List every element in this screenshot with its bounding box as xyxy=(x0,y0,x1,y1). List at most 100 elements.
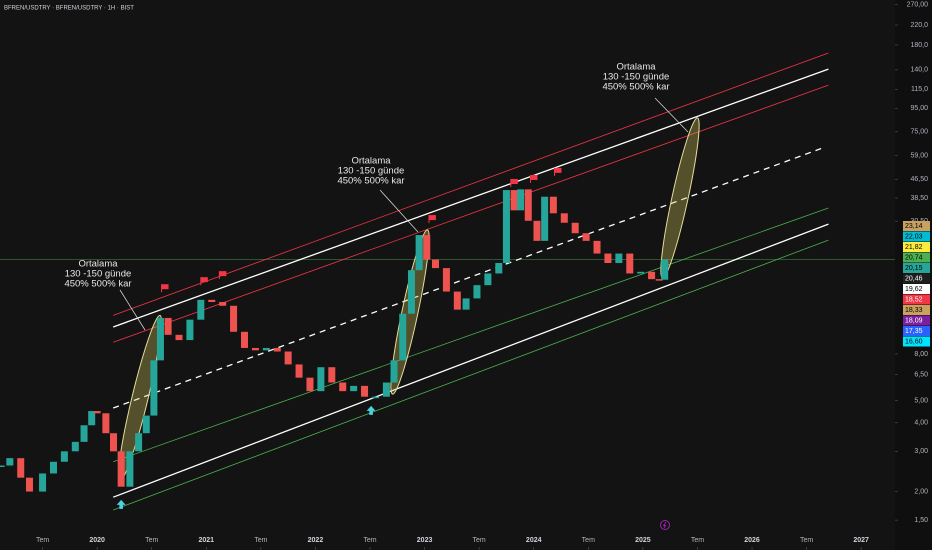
candle xyxy=(150,360,158,416)
y-tick-label: 4,00 xyxy=(914,420,928,427)
price-badge xyxy=(903,273,930,284)
candle xyxy=(431,259,439,269)
annotation: 450% 500% kar xyxy=(602,82,669,93)
channel-line xyxy=(113,239,829,511)
candle xyxy=(262,347,270,351)
candle xyxy=(462,298,470,310)
price-badge xyxy=(903,305,930,315)
y-tick-label: 180,0 xyxy=(910,42,928,49)
candle xyxy=(88,411,96,426)
candle xyxy=(533,220,541,241)
y-tick-label: 8,00 xyxy=(914,351,928,358)
price-badge-label: 17,35 xyxy=(905,328,923,335)
price-badge-label: 18,33 xyxy=(905,307,923,314)
x-tick-label: 2022 xyxy=(308,537,324,544)
x-tick-label: 2023 xyxy=(417,537,433,544)
candle xyxy=(284,351,292,365)
y-tick-label: 2,00 xyxy=(914,488,928,495)
candle xyxy=(17,458,25,478)
candle xyxy=(230,305,238,332)
price-badge xyxy=(903,294,930,305)
y-tick-label: 46,50 xyxy=(910,176,928,183)
channel-line xyxy=(113,207,829,463)
price-badge xyxy=(903,221,930,231)
candle xyxy=(208,299,216,303)
candle xyxy=(524,189,532,221)
icon xyxy=(662,521,667,529)
annotation: 130 -150 günde xyxy=(65,269,132,280)
annotation: Ortalama xyxy=(78,259,118,270)
candle xyxy=(175,334,183,341)
candle xyxy=(306,377,314,392)
y-tick-label: 95,00 xyxy=(910,105,928,112)
candle xyxy=(637,271,645,274)
price-badge xyxy=(903,315,930,326)
candle xyxy=(197,299,205,320)
y-tick-label: 5,00 xyxy=(914,397,928,404)
candle xyxy=(39,473,47,492)
y-tick-label: 38,50 xyxy=(910,195,928,202)
channel-line xyxy=(113,84,829,343)
candle xyxy=(135,433,143,452)
flag xyxy=(530,174,538,180)
candle xyxy=(661,259,669,280)
x-tick-label: Tem xyxy=(582,537,595,544)
candle xyxy=(361,385,369,397)
candle xyxy=(371,396,379,399)
candle xyxy=(117,451,125,487)
candle xyxy=(156,317,164,361)
x-tick-label: Tem xyxy=(145,537,158,544)
candle xyxy=(604,253,612,264)
x-tick-label: 2024 xyxy=(526,537,542,544)
x-tick-label: Tem xyxy=(36,537,49,544)
candle xyxy=(126,451,134,487)
candle xyxy=(473,285,481,299)
price-badge-label: 18,09 xyxy=(905,318,923,325)
y-tick-label: 140,0 xyxy=(910,67,928,74)
candle xyxy=(390,360,398,383)
annotation: 130 -150 günde xyxy=(338,166,405,177)
candle xyxy=(423,235,431,260)
candle xyxy=(6,458,14,466)
candle xyxy=(102,413,110,434)
up-arrow xyxy=(366,405,376,415)
x-tick-label: Tem xyxy=(363,537,376,544)
candle xyxy=(655,279,663,281)
candle xyxy=(110,433,118,452)
flag xyxy=(161,284,169,290)
y-tick-label: 115,0 xyxy=(911,86,928,93)
x-tick-label: 2025 xyxy=(635,537,651,544)
callouts: Ortalama 130 -150 günde 450% 500% kar Or… xyxy=(64,62,689,331)
callout-line xyxy=(654,97,689,133)
channel-line xyxy=(113,52,829,316)
candle xyxy=(25,477,33,492)
y-tick-label: 270,00 xyxy=(907,2,929,9)
chart-title: BFREN/USDTRY · BFREN/USDTRY · 1H · BIST xyxy=(4,6,134,12)
candle xyxy=(219,302,227,306)
candle xyxy=(407,270,415,314)
price-badge-label: 16,60 xyxy=(905,339,923,346)
candle xyxy=(295,364,303,378)
channel-line xyxy=(112,68,829,328)
candle xyxy=(593,240,601,254)
channel-line xyxy=(112,223,829,498)
annotation: 130 -150 günde xyxy=(603,72,670,83)
candle xyxy=(273,347,281,352)
price-badge-label: 22,03 xyxy=(905,234,923,241)
annotation: 450% 500% kar xyxy=(337,176,404,187)
candle xyxy=(0,465,5,468)
candle xyxy=(571,222,579,234)
y-tick-label: 75,00 xyxy=(910,129,928,136)
candle xyxy=(80,425,88,442)
candle xyxy=(415,235,423,271)
price-badge xyxy=(903,263,930,273)
candle xyxy=(60,451,68,462)
flag xyxy=(200,277,208,283)
price-badge-label: 21,82 xyxy=(905,244,923,251)
x-tick-label: 2020 xyxy=(89,537,105,544)
y-tick-label: 1,50 xyxy=(914,517,928,524)
candle xyxy=(164,317,172,335)
candle xyxy=(49,461,57,474)
candle xyxy=(549,196,557,214)
